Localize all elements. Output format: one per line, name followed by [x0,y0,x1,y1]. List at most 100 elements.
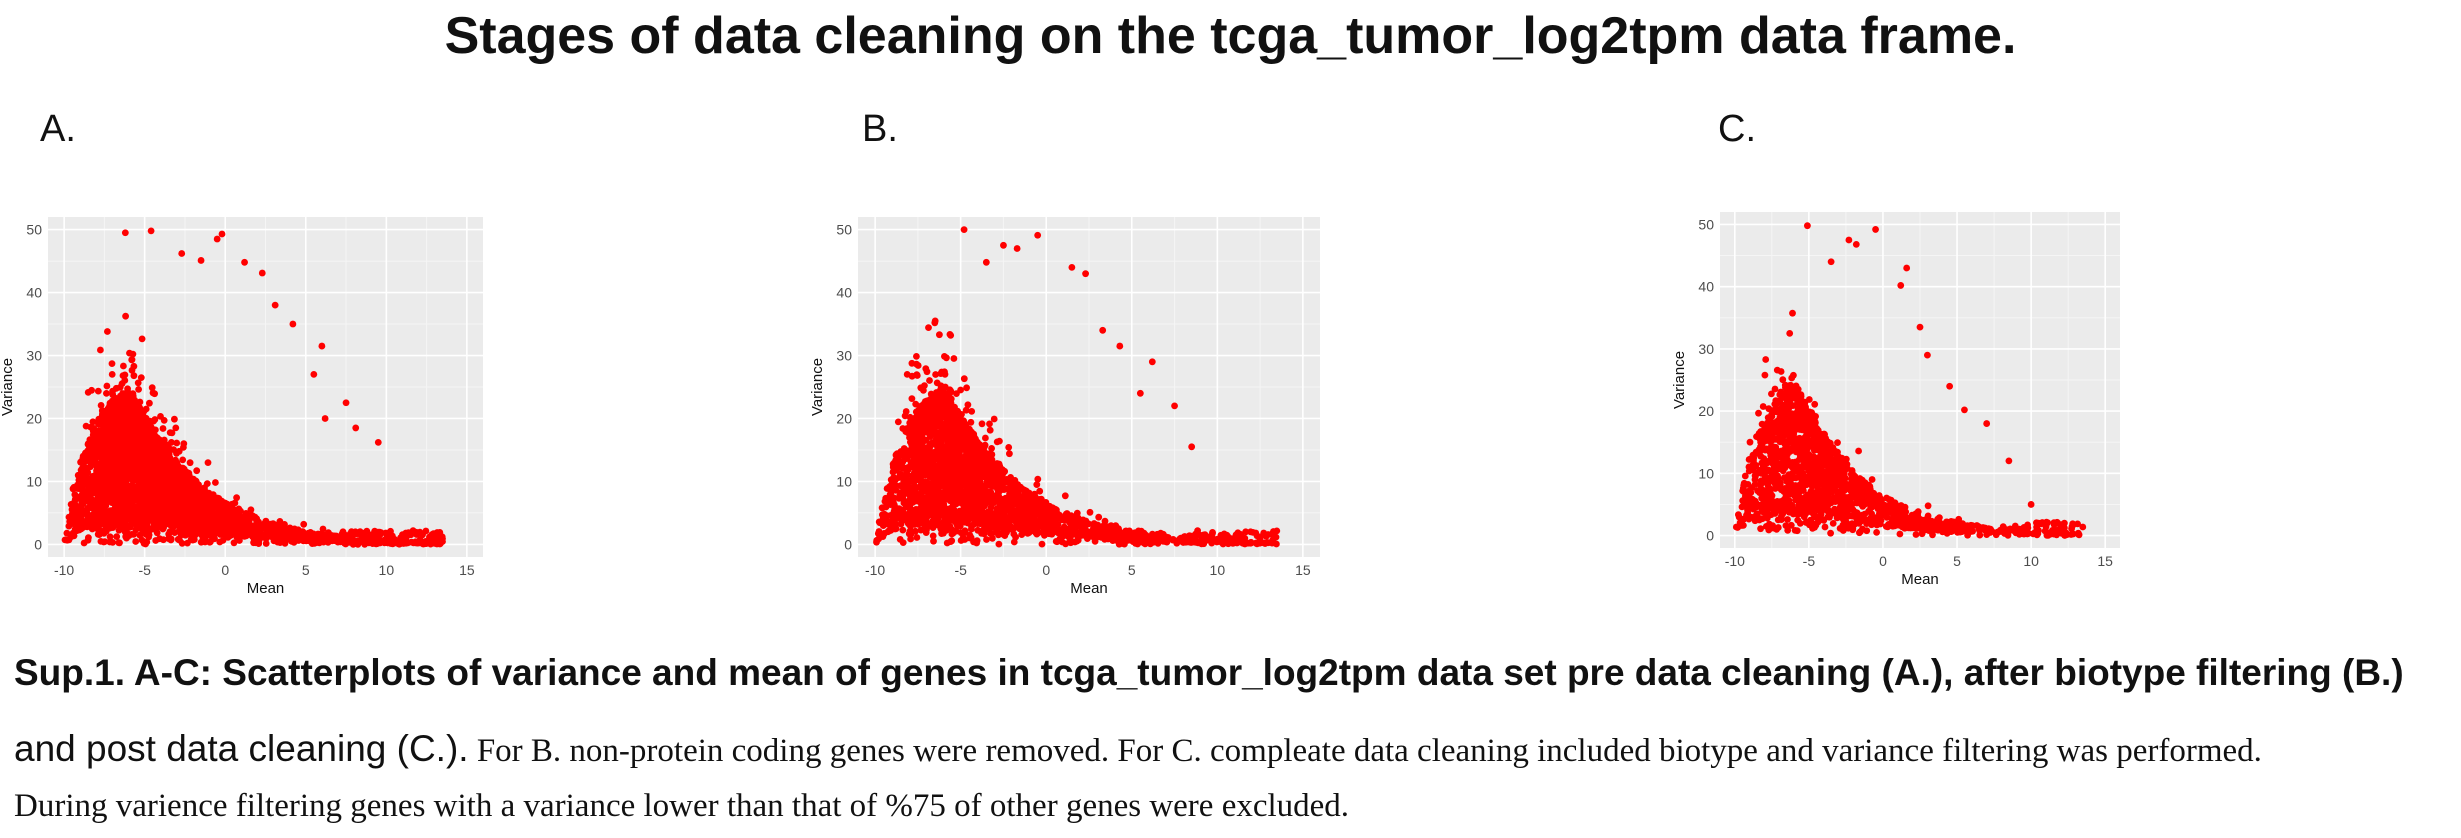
data-point [129,466,137,474]
data-point [386,532,394,540]
data-point [115,470,123,478]
data-point [983,536,990,543]
data-point [125,402,132,410]
data-point [394,539,402,547]
data-point [268,533,276,541]
y-tick-label: 0 [34,536,42,552]
x-tick-label: 5 [302,562,310,578]
data-point [186,491,194,499]
data-point [155,436,163,444]
data-point [1061,492,1069,500]
data-point-outlier [241,258,248,266]
data-point [913,353,920,360]
data-point [99,520,107,528]
data-point [899,526,907,534]
data-point-outlier [352,424,360,432]
data-point [148,384,156,392]
x-tick-label: -10 [865,562,885,578]
x-tick-label: 0 [1042,562,1050,578]
data-point [132,538,140,545]
data-point-outlier [178,250,186,257]
data-point [322,531,330,539]
data-point [191,491,199,499]
data-point [108,360,116,367]
data-point [327,537,334,545]
data-point [197,538,205,546]
data-point [88,450,95,458]
data-point [258,534,266,541]
data-point [237,513,244,520]
data-point [171,503,179,510]
data-point [304,532,312,540]
y-tick-label: 40 [26,285,42,301]
data-point [167,464,175,472]
data-point [119,372,127,379]
data-point [135,458,143,465]
data-point [978,529,985,537]
data-point [87,482,95,490]
data-point [93,467,100,475]
data-point [130,372,138,380]
data-point [146,399,153,407]
x-tick-label: 0 [221,562,229,578]
data-point [1095,513,1103,521]
data-point [1005,444,1013,451]
data-point [201,534,209,541]
data-point [123,410,131,417]
data-point [139,492,147,500]
data-point [159,425,167,432]
data-point [145,531,153,539]
data-point [100,491,108,498]
data-point [150,487,158,494]
data-point [908,395,916,402]
data-point [165,535,173,542]
data-point [130,446,138,453]
data-point [964,401,972,409]
data-point [131,402,139,409]
data-point [946,389,954,397]
data-point [403,537,410,545]
data-point [172,424,180,432]
data-point [283,528,291,536]
data-point [963,384,970,392]
data-point [225,504,233,512]
data-point [247,506,255,514]
data-point [89,418,97,426]
data-point [154,448,162,456]
data-point [95,427,103,435]
point-cloud [61,227,446,548]
data-point [124,396,132,403]
y-tick-label: 20 [26,410,42,426]
data-point [160,417,168,424]
data-point [114,495,121,503]
x-axis-label: Mean [1070,580,1108,597]
data-point [113,533,121,540]
data-point [118,477,125,485]
data-point [217,531,224,538]
data-point [123,511,131,518]
data-point [120,362,127,370]
data-point [78,458,85,465]
data-point [137,439,145,447]
data-point [80,539,88,547]
data-point [159,473,167,481]
y-tick-label: 10 [836,473,852,489]
data-point [109,417,117,424]
data-point [89,445,97,453]
data-point [96,509,103,517]
data-point [86,514,93,522]
data-point [175,447,183,455]
data-point [95,450,103,458]
data-point-outlier [374,439,382,446]
data-point [427,537,435,544]
data-point-outlier [321,415,329,422]
data-point [989,534,996,542]
data-point [108,493,116,501]
data-point [134,508,142,516]
data-point [161,511,169,519]
data-point [262,540,270,547]
data-point [222,526,230,534]
data-point [1041,520,1049,528]
data-point [899,539,907,546]
